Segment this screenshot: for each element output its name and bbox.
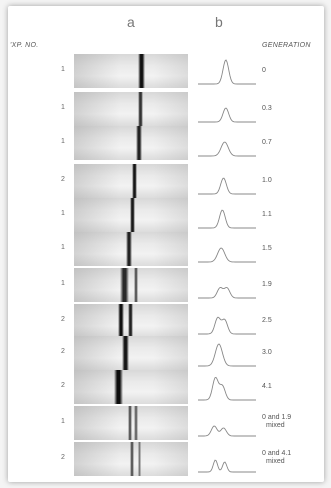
exp-no-cell: 1 (61, 244, 65, 251)
generation-value: 3.0 (262, 349, 272, 356)
dna-band (122, 336, 129, 370)
trace-line (198, 59, 256, 85)
generation-value: 1.5 (262, 245, 272, 252)
densitometer-trace (198, 247, 256, 263)
exp-no-cell: 1 (61, 66, 65, 73)
generation-value: 0 and 4.1 (262, 450, 292, 457)
densitometer-trace (198, 376, 256, 401)
generation-note: mixed (266, 422, 285, 429)
dna-band (130, 442, 134, 476)
generation-cell: 1.1 (262, 211, 272, 219)
trace-line (198, 459, 256, 473)
figure-page: 'XP. NO. a b GENERATION 1 0 1 0.3 1 0.7 2 1.0 1 1… (8, 6, 324, 482)
generation-cell: 2.5 (262, 317, 272, 325)
exp-no-cell: 2 (61, 348, 65, 355)
dna-band (136, 126, 142, 160)
dna-band (128, 304, 133, 338)
electrophoresis-strip (74, 164, 188, 198)
dna-band (134, 406, 138, 440)
exp-no-cell: 1 (61, 210, 65, 217)
trace-line (198, 107, 256, 123)
densitometer-trace (198, 107, 256, 123)
column-a-label: a (127, 14, 135, 30)
exp-no-cell: 2 (61, 316, 65, 323)
densitometer-trace (198, 425, 256, 437)
densitometer-trace (198, 141, 256, 157)
generation-cell: 0 and 1.9 mixed (262, 414, 291, 430)
densitometer-trace (198, 287, 256, 299)
electrophoresis-strip (74, 268, 188, 302)
generation-cell: 1.9 (262, 281, 272, 289)
dna-band (120, 268, 129, 302)
exp-no-cell: 1 (61, 280, 65, 287)
generation-cell: 0.3 (262, 105, 272, 113)
electrophoresis-strip (74, 232, 188, 266)
dna-band (126, 232, 132, 266)
exp-no-cell: 1 (61, 138, 65, 145)
generation-value: 0.7 (262, 139, 272, 146)
densitometer-trace (198, 459, 256, 473)
trace-line (198, 209, 256, 229)
generation-cell: 0 and 4.1 mixed (262, 450, 291, 466)
densitometer-trace (198, 59, 256, 85)
electrophoresis-strip (74, 370, 188, 404)
trace-line (198, 425, 256, 437)
densitometer-trace (198, 343, 256, 367)
dna-band (138, 54, 145, 88)
exp-no-cell: 1 (61, 104, 65, 111)
trace-line (198, 343, 256, 367)
exp-no-cell: 2 (61, 454, 65, 461)
dna-band (138, 442, 141, 476)
generation-cell: 1.5 (262, 245, 272, 253)
dna-band (128, 406, 132, 440)
generation-value: 0 (262, 67, 266, 74)
generation-cell: 0 (262, 67, 266, 75)
exp-no-header: 'XP. NO. (10, 42, 39, 49)
electrophoresis-strip (74, 126, 188, 160)
dna-band (130, 198, 135, 232)
densitometer-trace (198, 209, 256, 229)
dna-band (118, 304, 124, 338)
exp-no-cell: 2 (61, 176, 65, 183)
electrophoresis-strip (74, 442, 188, 476)
electrophoresis-strip (74, 406, 188, 440)
trace-line (198, 316, 256, 335)
electrophoresis-strip (74, 54, 188, 88)
generation-cell: 1.0 (262, 177, 272, 185)
generation-value: 1.0 (262, 177, 272, 184)
exp-no-cell: 1 (61, 418, 65, 425)
dna-band (134, 268, 138, 302)
densitometer-trace (198, 177, 256, 195)
trace-line (198, 376, 256, 401)
electrophoresis-strip (74, 336, 188, 370)
generation-cell: 0.7 (262, 139, 272, 147)
trace-line (198, 177, 256, 195)
trace-line (198, 247, 256, 263)
generation-value: 1.9 (262, 281, 272, 288)
electrophoresis-strip (74, 92, 188, 126)
generation-value: 0 and 1.9 (262, 414, 292, 421)
exp-no-cell: 2 (61, 382, 65, 389)
dna-band (132, 164, 137, 198)
dna-band (114, 370, 123, 404)
generation-note: mixed (266, 458, 285, 465)
trace-line (198, 141, 256, 157)
generation-cell: 3.0 (262, 349, 272, 357)
generation-value: 1.1 (262, 211, 272, 218)
generation-value: 2.5 (262, 317, 272, 324)
column-b-label: b (215, 14, 223, 30)
generation-header: GENERATION (262, 42, 311, 49)
generation-value: 0.3 (262, 105, 272, 112)
trace-line (198, 287, 256, 299)
dna-band (138, 92, 143, 126)
densitometer-trace (198, 316, 256, 335)
electrophoresis-strip (74, 304, 188, 338)
generation-value: 4.1 (262, 383, 272, 390)
generation-cell: 4.1 (262, 383, 272, 391)
electrophoresis-strip (74, 198, 188, 232)
